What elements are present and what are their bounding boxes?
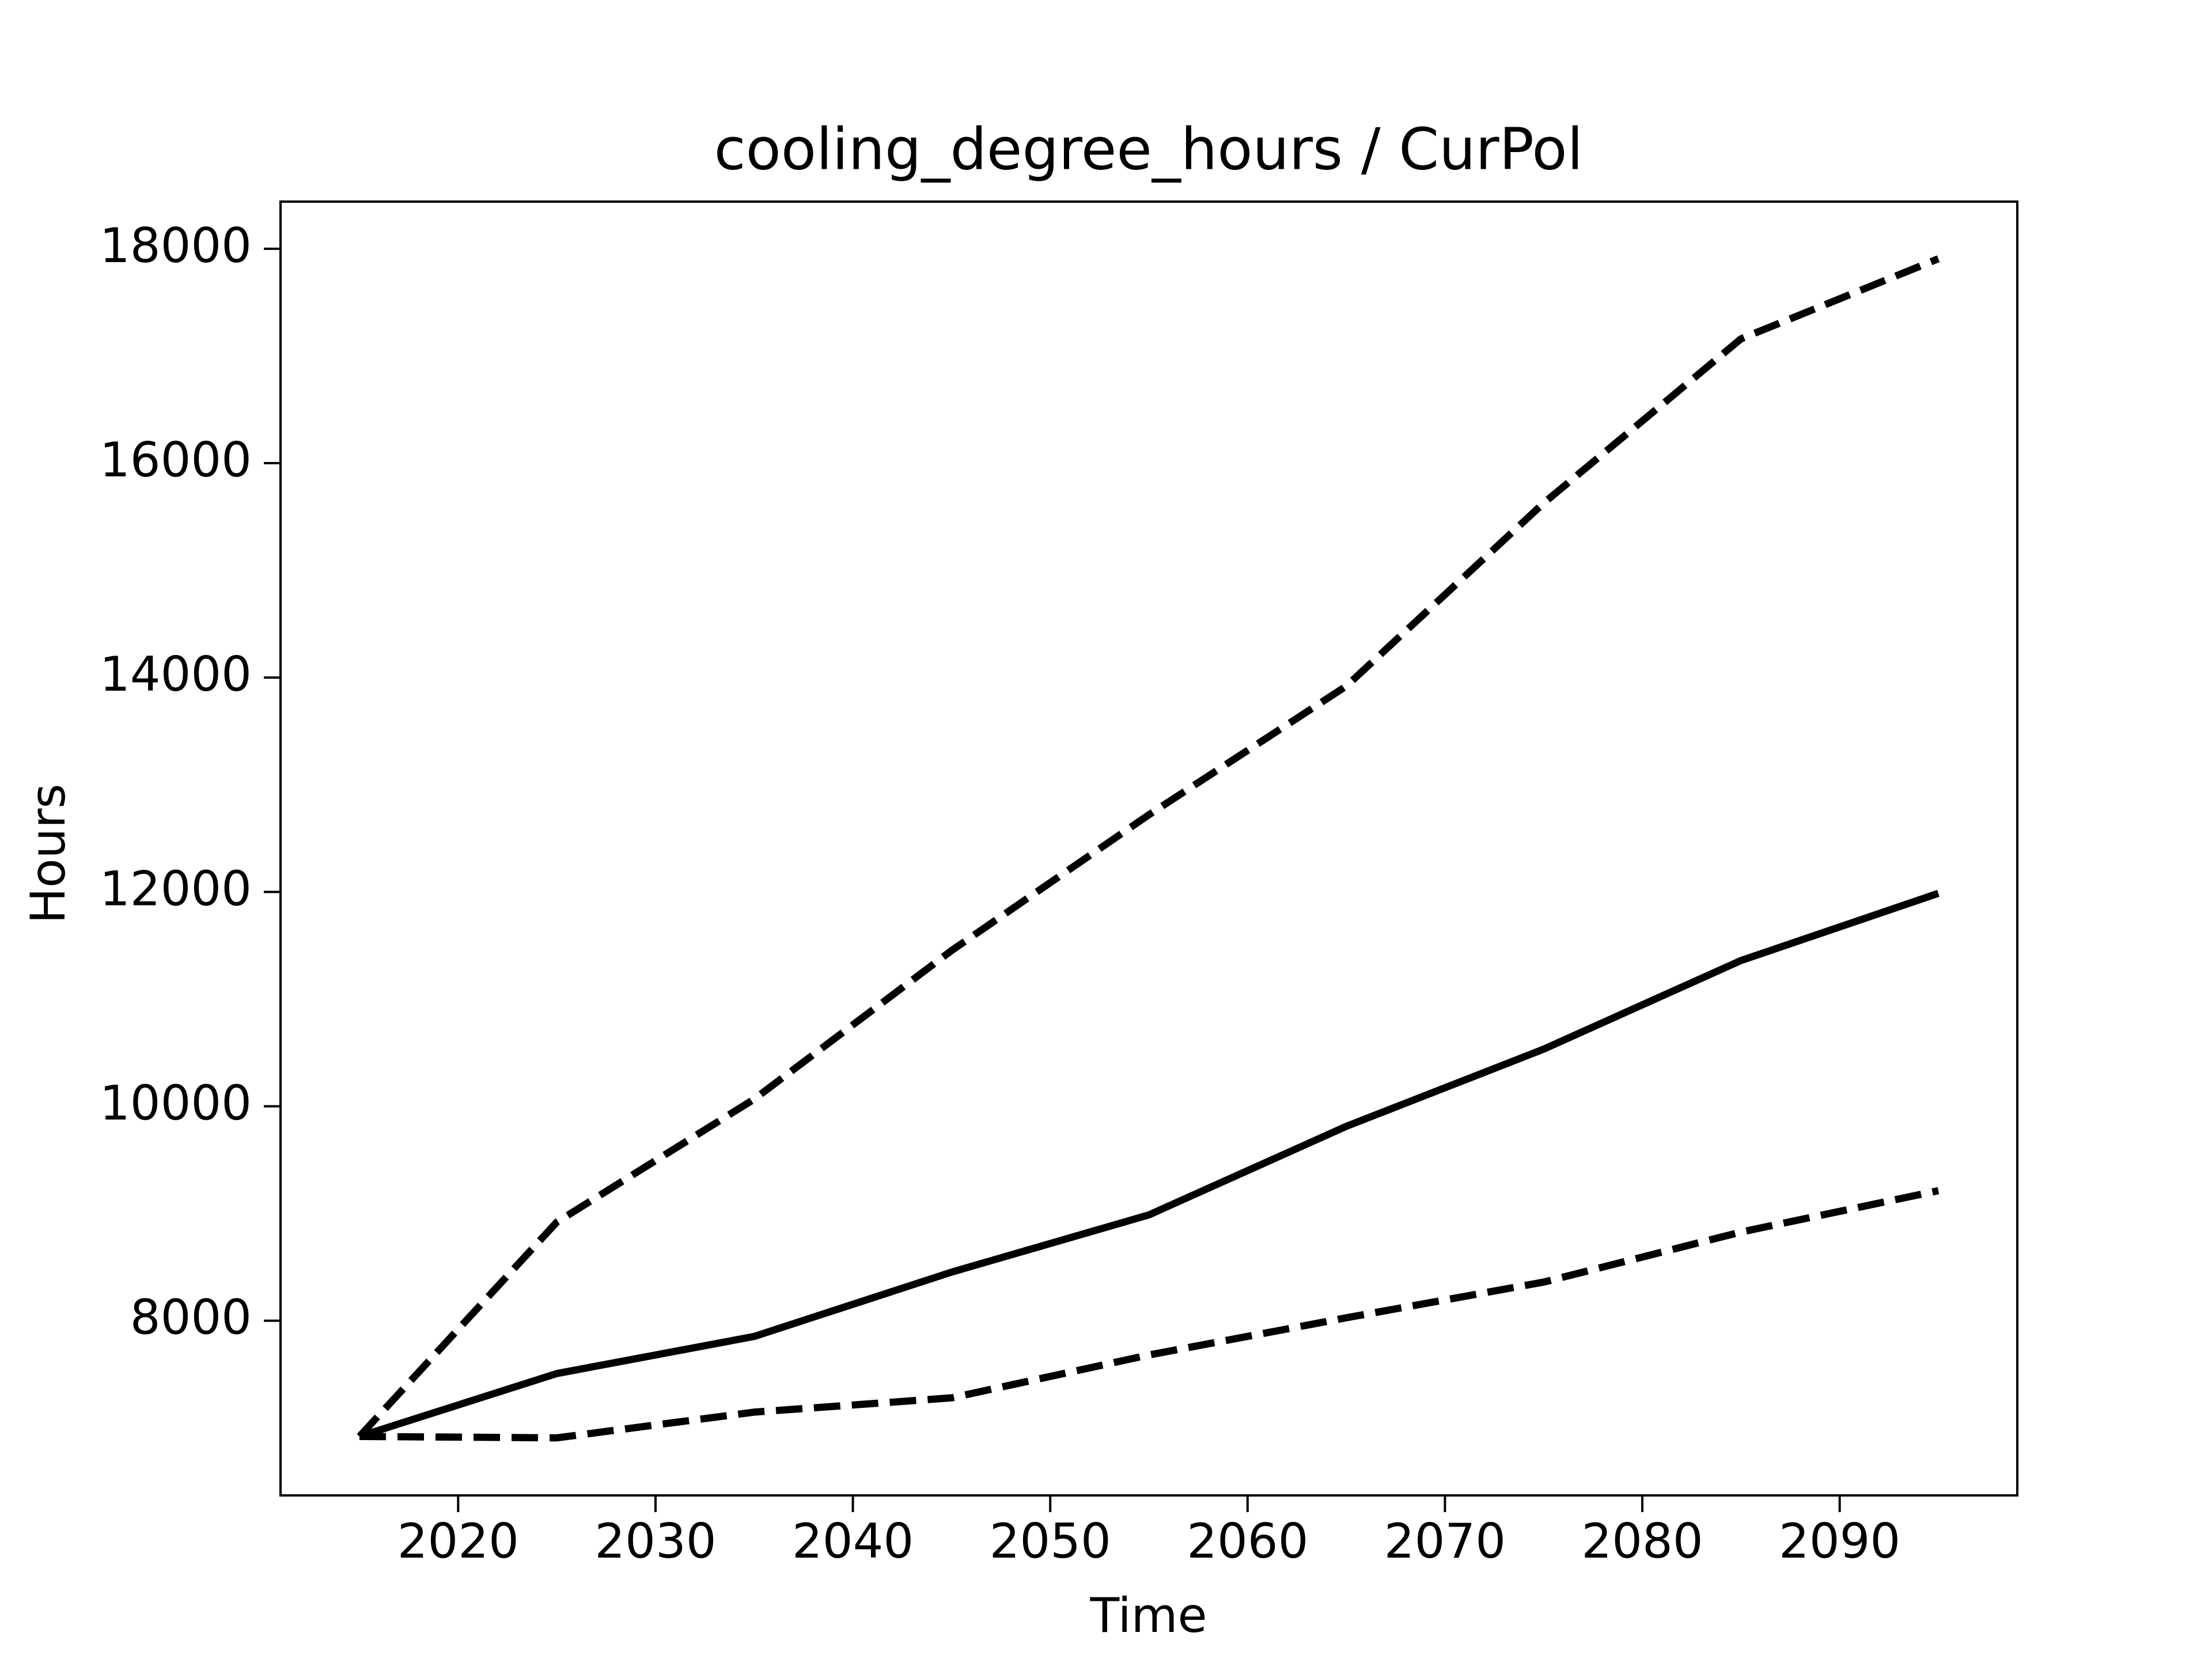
x-tick-label: 2070	[1384, 1513, 1506, 1569]
y-tick-label: 14000	[100, 646, 252, 702]
chart-title: cooling_degree_hours / CurPol	[714, 115, 1584, 183]
x-tick-label: 2090	[1779, 1513, 1900, 1569]
y-tick-label: 10000	[100, 1075, 252, 1131]
x-axis-label: Time	[1089, 1588, 1207, 1643]
x-tick-label: 2030	[594, 1513, 716, 1569]
x-tick-label: 2050	[990, 1513, 1111, 1569]
x-tick-label: 2020	[397, 1513, 519, 1569]
y-tick-label: 18000	[100, 218, 252, 274]
plot-frame	[279, 200, 2018, 1497]
y-tick-label: 12000	[100, 861, 252, 916]
y-tick-label: 16000	[100, 432, 252, 488]
line-series	[359, 1187, 1940, 1442]
line-series	[358, 889, 1940, 1440]
y-tick-label: 8000	[130, 1290, 252, 1346]
x-tick-label: 2080	[1581, 1513, 1703, 1569]
y-axis-label: Hours	[20, 783, 76, 923]
line-series	[357, 255, 1940, 1439]
x-tick-label: 2060	[1187, 1513, 1308, 1569]
x-tick-label: 2040	[792, 1513, 914, 1569]
